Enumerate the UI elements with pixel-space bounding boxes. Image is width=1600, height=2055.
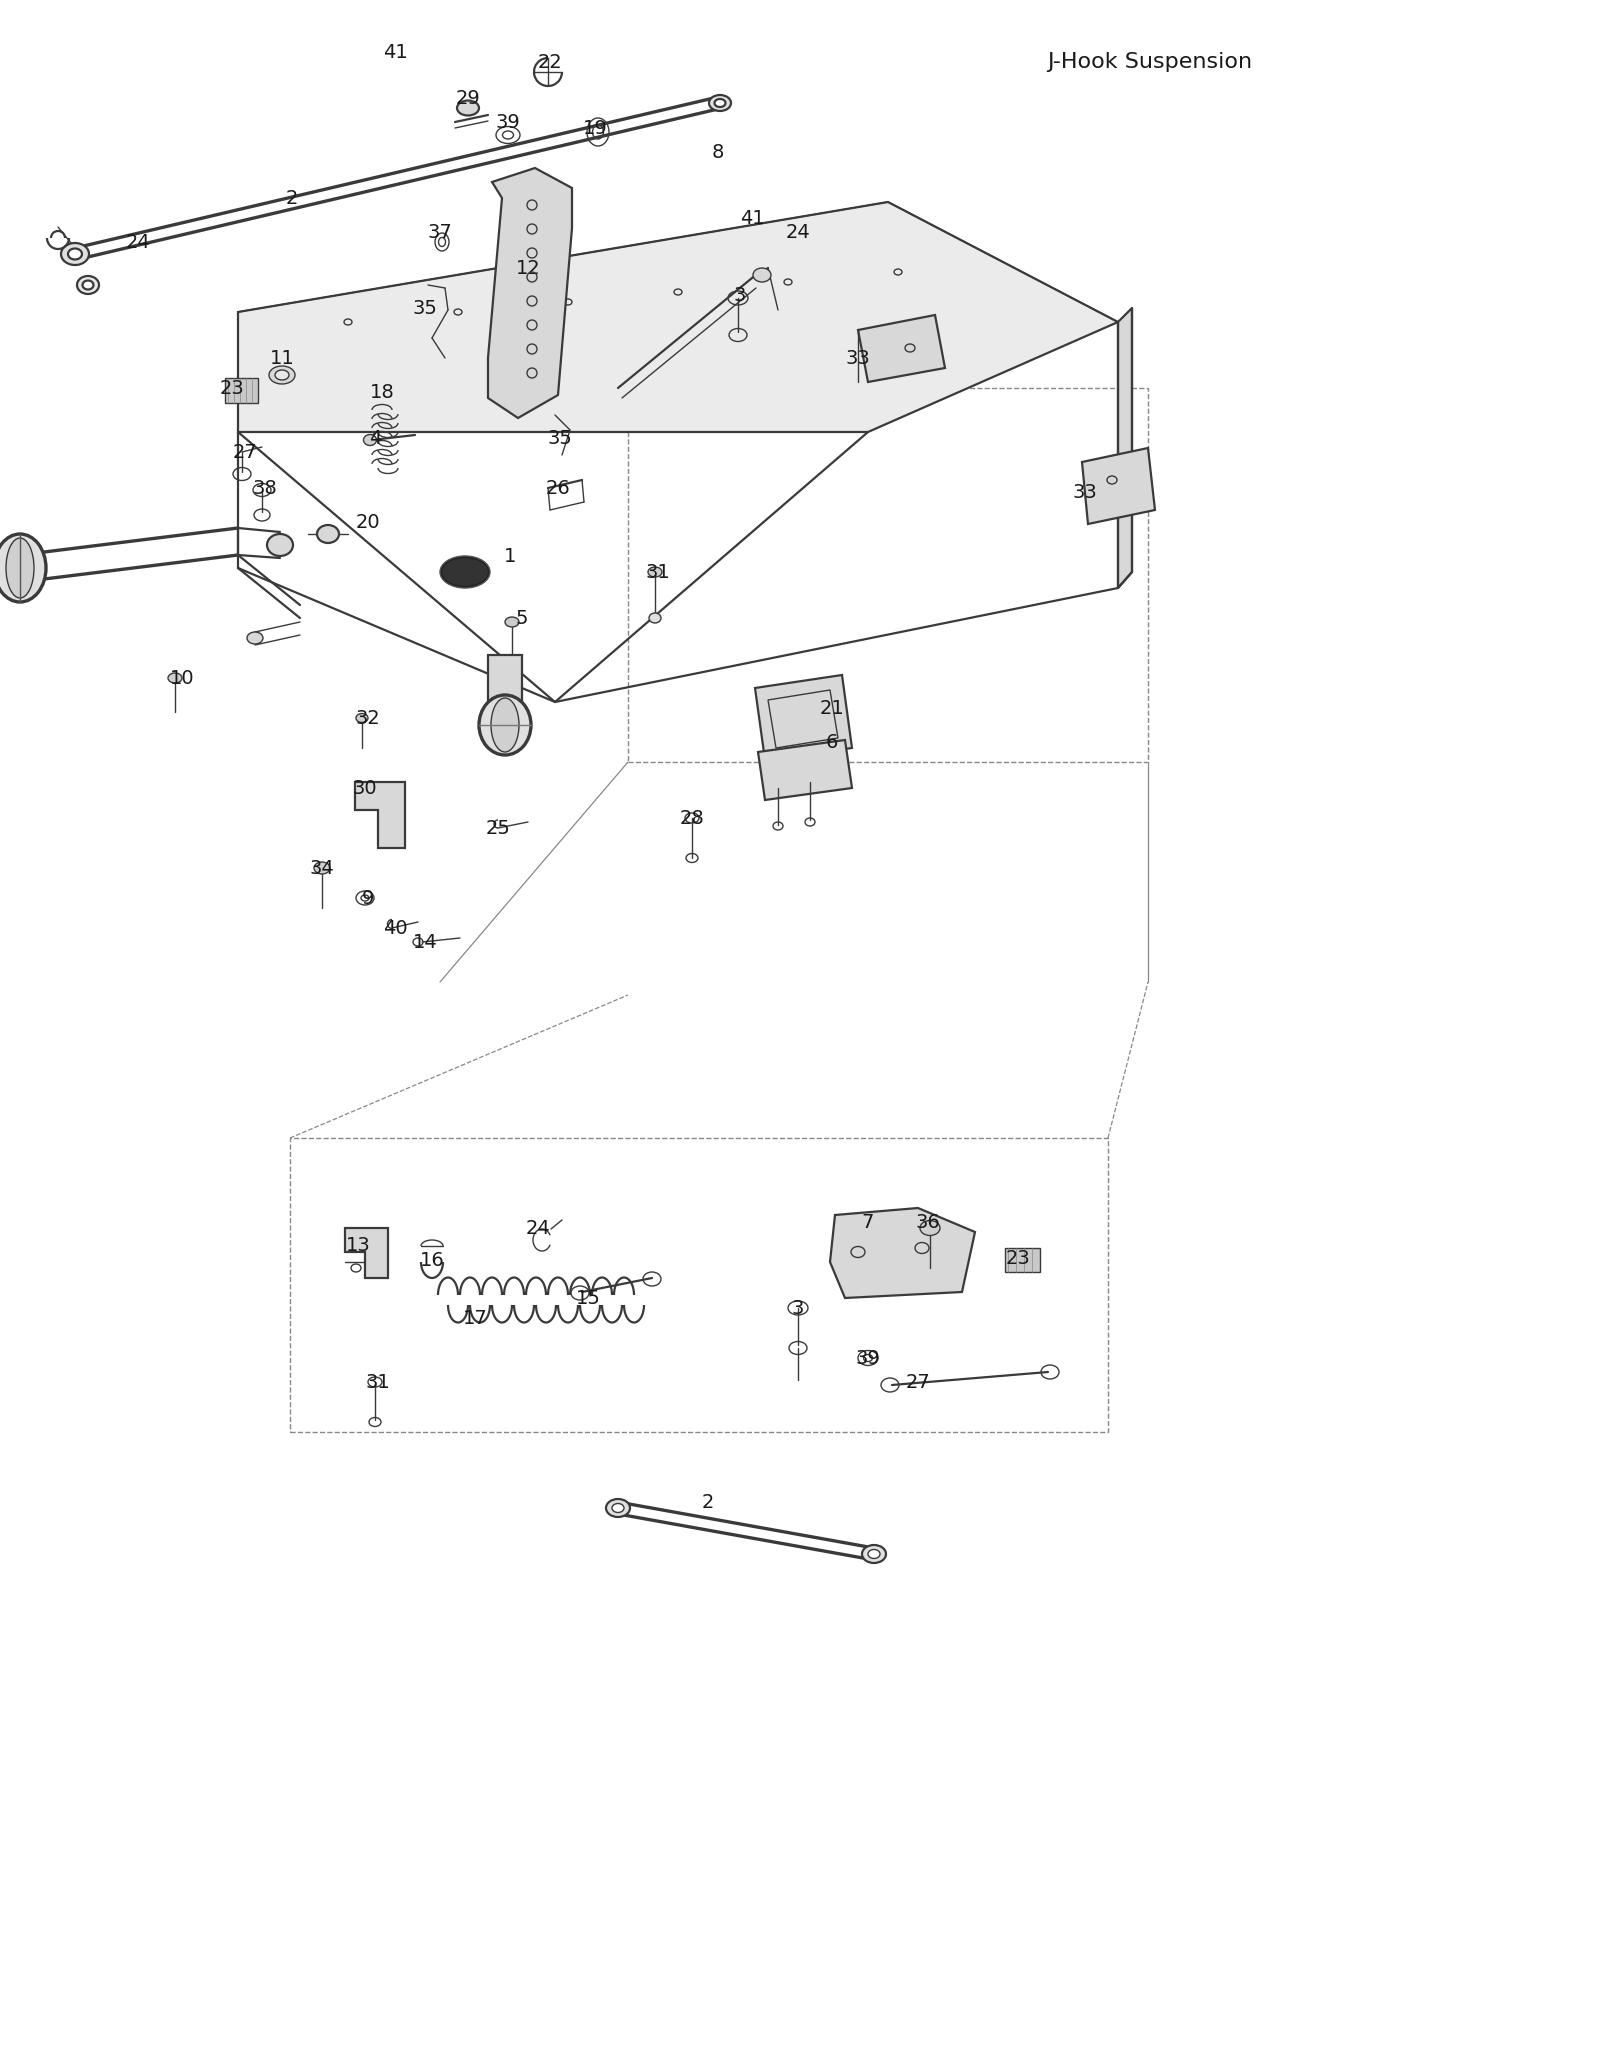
Text: 29: 29 <box>456 88 480 107</box>
Ellipse shape <box>715 99 725 107</box>
Text: 39: 39 <box>856 1348 880 1367</box>
Ellipse shape <box>355 713 368 723</box>
Ellipse shape <box>67 249 82 259</box>
Ellipse shape <box>650 612 661 623</box>
Polygon shape <box>755 674 851 760</box>
Text: 5: 5 <box>515 608 528 627</box>
Ellipse shape <box>317 524 339 543</box>
Text: 24: 24 <box>526 1219 550 1237</box>
Polygon shape <box>758 740 851 799</box>
Ellipse shape <box>83 279 93 290</box>
Text: 23: 23 <box>219 378 245 397</box>
Polygon shape <box>1082 448 1155 524</box>
Text: 3: 3 <box>792 1299 805 1317</box>
Ellipse shape <box>267 534 293 557</box>
Text: 4: 4 <box>370 429 381 448</box>
Text: 3: 3 <box>734 286 746 304</box>
Text: 27: 27 <box>232 442 258 462</box>
Bar <box>627 388 1149 762</box>
Text: 16: 16 <box>419 1251 445 1270</box>
Ellipse shape <box>648 567 662 577</box>
Polygon shape <box>1005 1247 1040 1272</box>
Text: 8: 8 <box>712 142 725 162</box>
Ellipse shape <box>269 366 294 384</box>
Text: J-Hook Suspension: J-Hook Suspension <box>1048 51 1253 72</box>
Text: 17: 17 <box>462 1309 488 1328</box>
Text: 40: 40 <box>382 919 408 937</box>
Text: 15: 15 <box>576 1288 600 1307</box>
Ellipse shape <box>442 557 490 588</box>
Text: 1: 1 <box>504 547 517 565</box>
Text: 21: 21 <box>819 699 845 717</box>
Ellipse shape <box>0 534 46 602</box>
Text: 18: 18 <box>370 382 394 401</box>
Ellipse shape <box>478 695 531 754</box>
Ellipse shape <box>754 267 771 282</box>
Ellipse shape <box>611 1504 624 1512</box>
Text: 33: 33 <box>846 349 870 368</box>
Text: 32: 32 <box>355 709 381 727</box>
Text: 41: 41 <box>739 208 765 228</box>
Ellipse shape <box>606 1498 630 1517</box>
Text: 25: 25 <box>485 818 510 838</box>
Text: 24: 24 <box>126 232 150 251</box>
Text: 9: 9 <box>362 888 374 908</box>
Text: 12: 12 <box>515 259 541 277</box>
Text: 7: 7 <box>862 1212 874 1231</box>
Text: 41: 41 <box>382 43 408 62</box>
Text: 14: 14 <box>413 933 437 951</box>
Polygon shape <box>238 201 1118 432</box>
Text: 37: 37 <box>427 222 453 242</box>
Text: 31: 31 <box>646 563 670 582</box>
Ellipse shape <box>246 633 262 643</box>
Ellipse shape <box>61 242 90 265</box>
Text: 22: 22 <box>538 53 562 72</box>
Text: 2: 2 <box>286 189 298 208</box>
Ellipse shape <box>709 95 731 111</box>
Polygon shape <box>355 783 405 849</box>
Text: 35: 35 <box>547 429 573 448</box>
Text: 39: 39 <box>496 113 520 132</box>
Text: 27: 27 <box>906 1373 930 1391</box>
Polygon shape <box>830 1208 974 1299</box>
Text: 34: 34 <box>310 859 334 877</box>
Text: 31: 31 <box>366 1373 390 1391</box>
Ellipse shape <box>168 672 182 682</box>
Text: 2: 2 <box>702 1492 714 1512</box>
Text: 20: 20 <box>355 512 381 532</box>
Text: 10: 10 <box>170 668 194 688</box>
Text: 23: 23 <box>1006 1249 1030 1268</box>
Polygon shape <box>488 656 522 701</box>
Text: 6: 6 <box>826 732 838 752</box>
Ellipse shape <box>506 616 518 627</box>
Text: 24: 24 <box>786 222 810 242</box>
Text: 11: 11 <box>270 349 294 368</box>
Text: 36: 36 <box>915 1212 941 1231</box>
Ellipse shape <box>458 101 478 115</box>
Text: 19: 19 <box>582 119 608 138</box>
Bar <box>290 1138 1107 1432</box>
Text: 13: 13 <box>346 1235 370 1254</box>
Ellipse shape <box>77 275 99 294</box>
Text: 35: 35 <box>413 298 437 319</box>
Polygon shape <box>226 378 258 403</box>
Ellipse shape <box>491 699 518 752</box>
Polygon shape <box>488 169 573 417</box>
Ellipse shape <box>920 1221 941 1235</box>
Polygon shape <box>1118 308 1133 588</box>
Text: 28: 28 <box>680 808 704 828</box>
Ellipse shape <box>363 434 376 446</box>
Text: 30: 30 <box>352 779 378 797</box>
Ellipse shape <box>275 370 290 380</box>
Ellipse shape <box>862 1545 886 1564</box>
Text: 33: 33 <box>1072 483 1098 501</box>
Polygon shape <box>858 314 946 382</box>
Text: 38: 38 <box>253 479 277 497</box>
Ellipse shape <box>6 538 34 598</box>
Ellipse shape <box>314 861 330 873</box>
Polygon shape <box>346 1229 387 1278</box>
Text: 26: 26 <box>546 479 570 497</box>
Ellipse shape <box>867 1549 880 1558</box>
